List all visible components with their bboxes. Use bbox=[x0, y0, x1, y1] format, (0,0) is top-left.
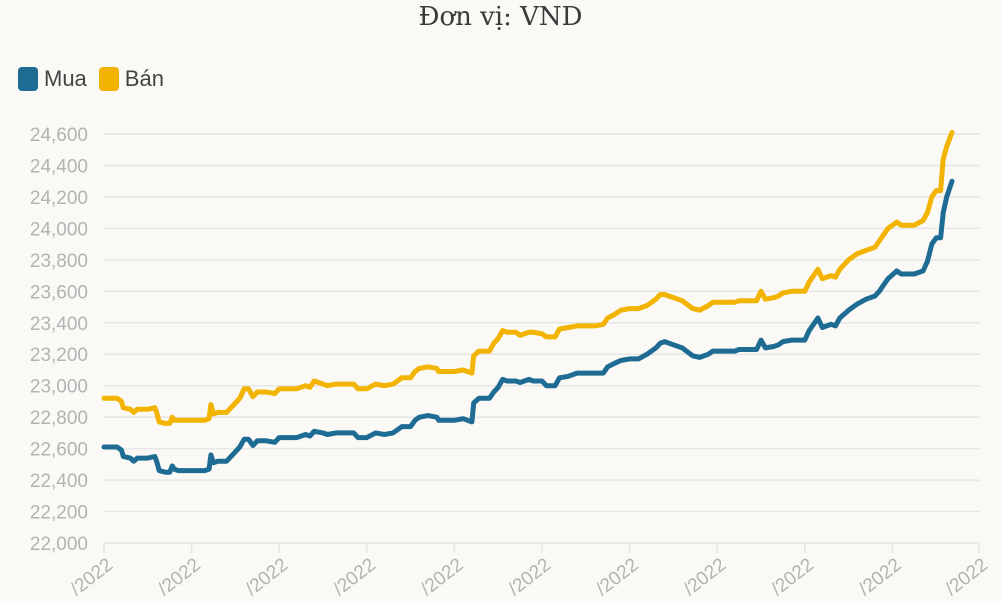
x-tick-label: /2022 bbox=[154, 554, 204, 600]
x-tick-label: /2022 bbox=[417, 554, 467, 600]
x-tick-label: /2022 bbox=[505, 554, 555, 600]
y-tick-label: 24,400 bbox=[30, 156, 88, 177]
y-tick-label: 22,000 bbox=[30, 534, 88, 555]
y-tick-label: 22,200 bbox=[30, 503, 88, 524]
y-axis-tick-labels: 22,000 22,200 22,400 22,600 22,800 23,000 23,2… bbox=[30, 125, 88, 555]
series-line-mua bbox=[101, 178, 955, 475]
series-lines bbox=[101, 129, 955, 475]
y-tick-label: 23,200 bbox=[30, 345, 88, 366]
y-tick-label: 23,800 bbox=[30, 251, 88, 272]
legend-swatch-mua bbox=[18, 67, 38, 91]
y-tick-label: 23,600 bbox=[30, 282, 88, 303]
y-tick-label: 24,000 bbox=[30, 219, 88, 240]
x-tick-label: /2022 bbox=[942, 554, 992, 600]
legend-item-ban[interactable]: Bán bbox=[98, 66, 164, 92]
y-tick-label: 23,000 bbox=[30, 377, 88, 398]
x-axis-tick-labels: /2022/2022/2022/2022/2022/2022/2022/2022… bbox=[67, 554, 992, 600]
x-tick-label: /2022 bbox=[680, 554, 730, 600]
legend-swatch-ban bbox=[98, 67, 119, 91]
y-tick-label: 23,400 bbox=[30, 314, 88, 335]
chart-subtitle: Đơn vị: VND bbox=[418, 2, 583, 32]
y-tick-label: 24,200 bbox=[30, 188, 88, 209]
legend-label-ban: Bán bbox=[124, 66, 164, 91]
legend-label-mua: Mua bbox=[44, 66, 87, 91]
y-tick-label: 24,600 bbox=[30, 125, 88, 146]
y-tick-label: 22,800 bbox=[30, 408, 88, 429]
y-tick-label: 22,600 bbox=[30, 440, 88, 461]
legend-item-mua[interactable]: Mua bbox=[18, 66, 87, 92]
x-tick-label: /2022 bbox=[242, 554, 292, 600]
x-tick-label: /2022 bbox=[329, 554, 379, 600]
chart-legend: Mua Bán bbox=[18, 64, 176, 94]
x-tick-label: /2022 bbox=[767, 554, 817, 600]
y-tick-label: 22,400 bbox=[30, 471, 88, 492]
x-tick-label: /2022 bbox=[592, 554, 642, 600]
gridlines bbox=[103, 133, 980, 553]
x-tick-label: /2022 bbox=[855, 554, 905, 600]
series-line-ban bbox=[101, 129, 955, 426]
x-tick-label: /2022 bbox=[67, 554, 117, 600]
